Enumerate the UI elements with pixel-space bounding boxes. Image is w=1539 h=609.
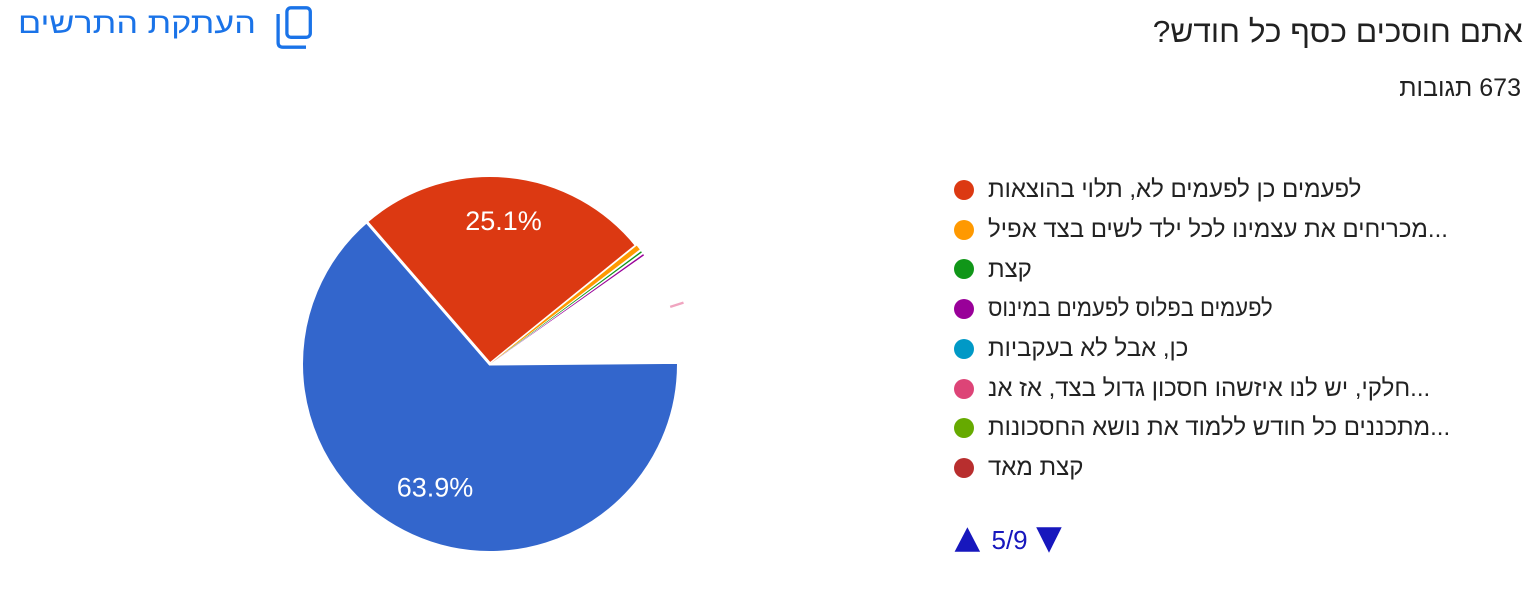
svg-text:25.1%: 25.1% xyxy=(465,206,542,236)
svg-text:63.9%: 63.9% xyxy=(397,472,474,502)
